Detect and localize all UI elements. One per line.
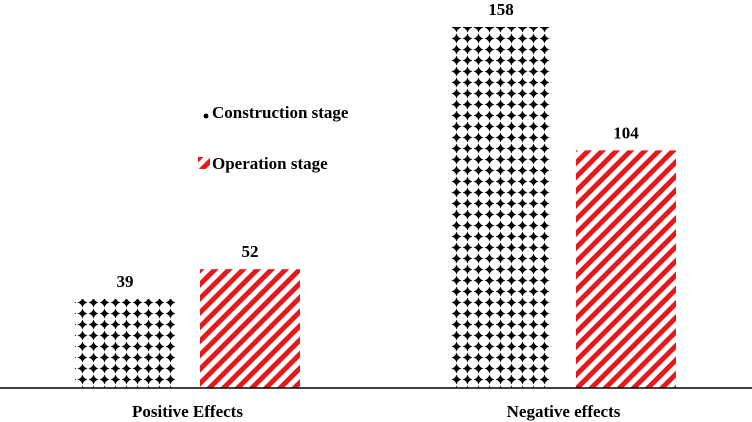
legend-item-operation: Operation stage <box>198 154 328 173</box>
legend-swatch-dot <box>203 113 209 119</box>
bar-operation-positive <box>200 269 300 388</box>
value-label-operation-positive: 52 <box>242 242 259 261</box>
bars-group <box>75 27 676 388</box>
legend-item-construction: Construction stage <box>203 103 349 122</box>
category-labels-group: Positive Effects Negative effects <box>132 402 621 421</box>
bar-construction-positive <box>75 298 175 388</box>
legend: Construction stage Operation stage <box>198 103 349 173</box>
category-label-negative: Negative effects <box>507 402 621 421</box>
value-labels-group: 39 52 158 104 <box>117 0 640 291</box>
legend-swatch-operation <box>198 157 210 169</box>
legend-label-construction: Construction stage <box>212 103 349 122</box>
legend-label-operation: Operation stage <box>212 154 328 173</box>
bar-construction-negative <box>451 27 551 388</box>
category-label-positive: Positive Effects <box>132 402 243 421</box>
bar-operation-negative <box>576 150 676 388</box>
value-label-operation-negative: 104 <box>613 123 639 142</box>
value-label-construction-negative: 158 <box>488 0 514 19</box>
value-label-construction-positive: 39 <box>117 272 134 291</box>
